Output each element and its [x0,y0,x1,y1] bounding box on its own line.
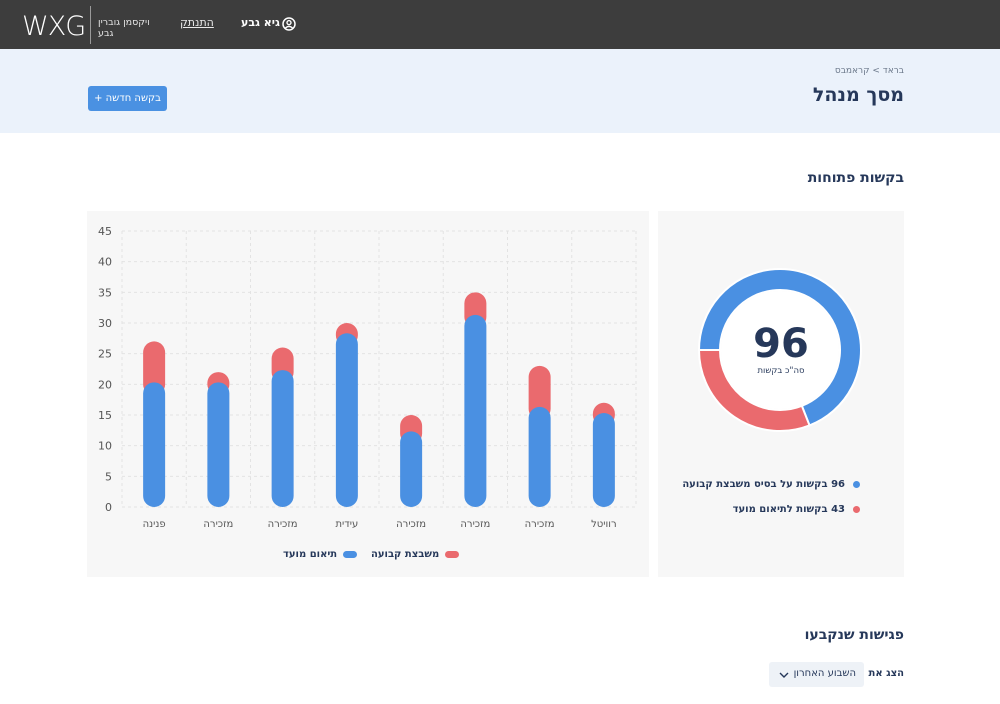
x-category-label: מזכירה [203,519,233,530]
donut-slice [697,268,862,427]
y-tick-label: 45 [98,225,112,238]
bar-segment-fixed [528,365,551,420]
svg-text:WXG: WXG [22,11,85,40]
open-requests-title: בקשות פתוחות [807,170,904,186]
x-category-label: מזכירה [396,519,426,530]
x-category-label: רוויטל [591,519,617,530]
chevron-down-icon [779,672,789,678]
requests-donut-chart [697,268,862,432]
bar-segment-scheduling [271,370,294,507]
legend-dot-scheduling [853,506,860,513]
y-tick-label: 35 [98,286,112,299]
bar-legend-pill-scheduling [343,551,358,558]
y-tick-label: 25 [98,348,112,361]
page-title: מסך מנהל [812,84,904,106]
meetings-title: פגישות שנקבעו [804,627,904,643]
grid [121,230,637,508]
top-bar: WXG ויקסמן גוברין גבע התנתק גיא גבע [0,0,1000,49]
logout-link[interactable]: התנתק [180,16,214,29]
x-category-label: מזכירה [525,519,555,530]
bar-legend-fixed: משבצת קבועה [371,549,460,560]
x-category-label: עידית [335,519,358,530]
username: גיא גבע [241,16,280,29]
breadcrumb[interactable]: בראד > קראמבס [834,66,904,76]
bar-segment-scheduling [335,333,358,507]
legend-scheduling: 43 בקשות לתיאום מועד [733,504,860,515]
page-header: בראד > קראמבס מסך מנהל בקשה חדשה + [0,49,1000,133]
bar-legend-scheduling-text: תיאום מועד [283,549,338,560]
donut-slice [697,349,811,432]
legend-fixed-slot: 96 בקשות על בסיס משבצת קבועה [682,479,860,490]
y-tick-label: 5 [105,470,112,483]
legend-dot-fixed [853,481,860,488]
bar-legend-scheduling: תיאום מועד [283,549,358,560]
x-category-label: מזכירה [268,519,298,530]
total-requests-label: סה"כ בקשות [757,366,805,376]
company-name: ויקסמן גוברין גבע [98,17,150,39]
wxg-logo: WXG [22,11,86,40]
range-select-value: השבוע האחרון [793,668,856,679]
y-tick-label: 10 [98,440,112,453]
requests-bar-chart: 0 5 10 15 20 25 30 35 40 45 פנינה מזכירה מזכירה עידית… [98,225,637,530]
y-tick-label: 30 [98,317,112,330]
total-requests-value: 96 [753,321,809,367]
x-category-label: פנינה [143,519,166,530]
bar-segment-scheduling [592,413,615,507]
x-category-label: מזכירה [460,519,490,530]
bar-legend-pill-fixed [445,551,460,558]
y-tick-label: 15 [98,409,112,422]
range-select[interactable]: השבוע האחרון [769,662,864,687]
show-label: הצג את [868,668,904,679]
bar-segment-scheduling [400,431,423,507]
donut-panel: 96 סה"כ בקשות 96 בקשות על בסיס משבצת קבו… [658,211,904,577]
user-circle-icon[interactable] [282,17,296,31]
donut-hole [721,291,839,409]
y-tick-label: 20 [98,378,112,391]
legend-fixed-text: 96 בקשות על בסיס משבצת קבועה [682,479,845,490]
y-tick-label: 0 [105,501,112,514]
y-tick-label: 40 [98,256,112,269]
logo-divider [90,6,91,44]
bar-legend-fixed-text: משבצת קבועה [371,549,440,560]
new-request-button[interactable]: בקשה חדשה + [88,86,167,111]
bar-segment-scheduling [528,406,551,507]
legend-scheduling-text: 43 בקשות לתיאום מועד [732,504,845,515]
bar-segment-scheduling [143,382,166,507]
bar-chart-panel: 0 5 10 15 20 25 30 35 40 45 פנינה מזכירה מזכירה עידית… [87,211,649,577]
bar-segment-fixed [143,341,166,396]
bar-segment-scheduling [464,314,487,507]
bar-segment-scheduling [207,382,230,507]
